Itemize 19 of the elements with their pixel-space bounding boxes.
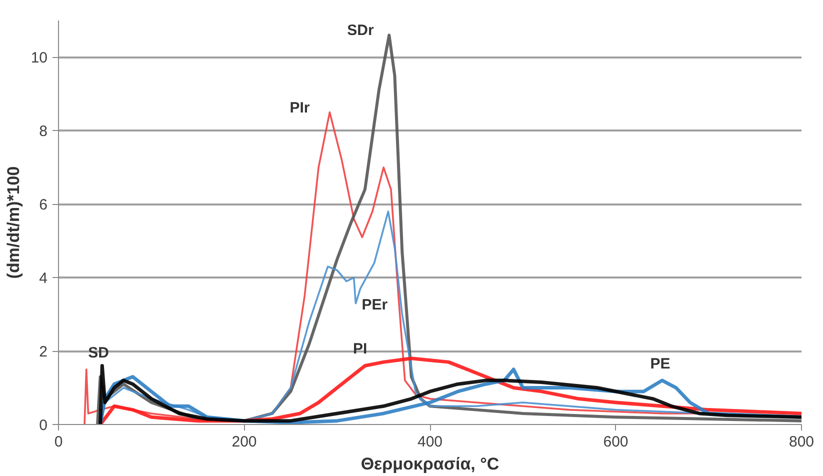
series-label: PEr	[362, 296, 388, 314]
y-tick-label: 6	[39, 196, 48, 214]
x-tick-label: 600	[603, 434, 628, 450]
y-tick-label: 10	[30, 50, 48, 67]
x-tick-label: 200	[232, 434, 257, 450]
x-axis-title: Θερμοκρασία, °C	[360, 454, 500, 474]
series-label: SD	[88, 344, 110, 362]
series-label: PI	[352, 340, 368, 358]
y-tick-label: 2	[39, 344, 48, 361]
series-label: PIr	[290, 99, 310, 116]
y-axis-title: (dm/dt/m)*100	[4, 166, 23, 279]
series-label: PE	[650, 355, 670, 372]
y-tick-label: 0	[39, 417, 48, 434]
y-tick-label: 4	[39, 270, 48, 288]
x-tick-label: 800	[788, 434, 814, 450]
x-tick-label: 400	[417, 434, 443, 450]
series-label: SDr	[347, 22, 374, 40]
x-tick-label: 0	[54, 434, 63, 450]
y-tick-label: 8	[39, 123, 48, 140]
